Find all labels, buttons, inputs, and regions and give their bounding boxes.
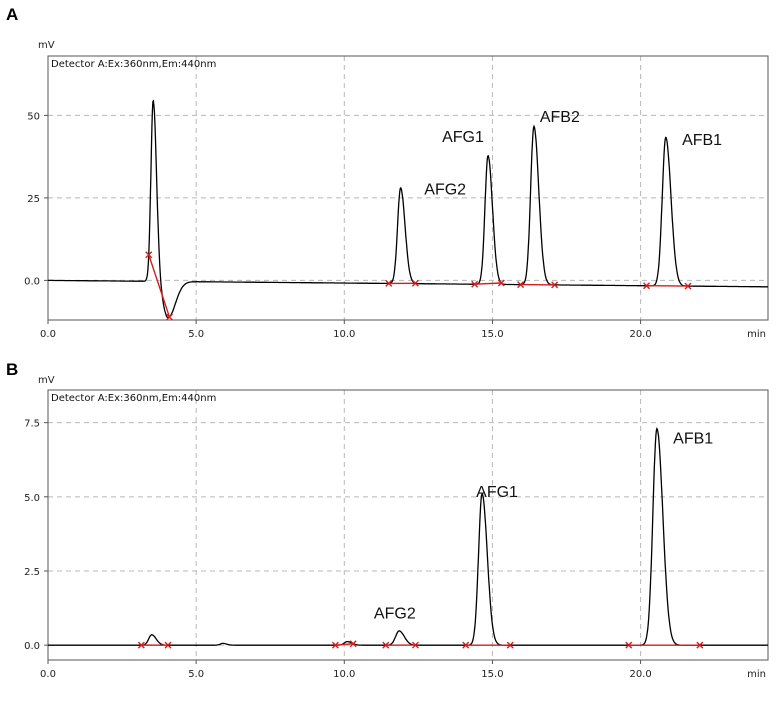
peak-label-afg1: AFG1 xyxy=(476,484,518,501)
integration-marker xyxy=(137,641,145,649)
plot-frame xyxy=(47,55,769,321)
panel-letter: B xyxy=(6,360,18,379)
integration-marker xyxy=(411,279,419,287)
x-axis-label: min xyxy=(747,669,766,680)
y-tick-label: 5.0 xyxy=(24,493,40,504)
integration-marker xyxy=(625,641,633,649)
integration-marker xyxy=(684,282,692,290)
integration-marker xyxy=(382,641,390,649)
plot-frame xyxy=(47,389,769,661)
x-tick-label: 20.0 xyxy=(629,669,651,680)
integration-marker xyxy=(164,641,172,649)
peak-label-afb1: AFB1 xyxy=(682,132,722,149)
peak-label-afg2: AFG2 xyxy=(374,605,416,622)
integration-marker xyxy=(165,313,173,321)
integration-marker xyxy=(385,279,393,287)
x-tick-label: 15.0 xyxy=(481,669,503,680)
x-tick-label: 20.0 xyxy=(629,329,651,340)
integration-marker xyxy=(331,641,339,649)
x-tick-label: 10.0 xyxy=(333,329,355,340)
integration-baseline xyxy=(148,254,171,318)
chromatogram-panel-a: AmV Detector A:Ex:360nm,Em:440nm 0.0 5.0 10.… xyxy=(6,5,769,340)
integration-marker xyxy=(411,641,419,649)
y-tick-label: 50 xyxy=(27,111,40,122)
panel-letter: A xyxy=(6,5,18,24)
integration-marker xyxy=(643,282,651,290)
detector-caption: Detector A:Ex:360nm,Em:440nm xyxy=(51,59,216,70)
peak-label-afg1: AFG1 xyxy=(442,129,484,146)
peak-label-afg2: AFG2 xyxy=(424,182,466,199)
peak-label-afb1: AFB1 xyxy=(673,430,713,447)
x-tick-label: 5.0 xyxy=(188,329,204,340)
chromatogram-panel-b: BmV Detector A:Ex:360nm,Em:440nm 0.0 5.0 10.… xyxy=(6,360,769,680)
y-tick-label: 7.5 xyxy=(24,419,40,430)
y-tick-label: 25 xyxy=(27,194,40,205)
x-axis-label: min xyxy=(747,329,766,340)
x-tick-label: 10.0 xyxy=(333,669,355,680)
y-tick-label: 0.0 xyxy=(24,276,40,287)
y-axis-unit: mV xyxy=(38,40,55,51)
integration-marker xyxy=(471,280,479,288)
integration-marker xyxy=(462,641,470,649)
x-tick-label: 15.0 xyxy=(481,329,503,340)
integration-marker xyxy=(696,641,704,649)
integration-marker xyxy=(517,281,525,289)
y-tick-label: 0.0 xyxy=(24,641,40,652)
detector-caption: Detector A:Ex:360nm,Em:440nm xyxy=(51,393,216,404)
x-tick-label: 0.0 xyxy=(40,329,56,340)
x-tick-label: 5.0 xyxy=(188,669,204,680)
integration-baseline xyxy=(335,643,354,646)
y-tick-label: 2.5 xyxy=(24,567,40,578)
integration-marker xyxy=(551,281,559,289)
integration-marker xyxy=(145,251,153,259)
y-axis-unit: mV xyxy=(38,375,55,386)
integration-marker xyxy=(349,640,357,648)
peak-label-afb2: AFB2 xyxy=(540,109,580,126)
x-tick-label: 0.0 xyxy=(40,669,56,680)
integration-marker xyxy=(497,279,505,287)
integration-baseline xyxy=(474,282,502,285)
integration-marker xyxy=(506,641,514,649)
